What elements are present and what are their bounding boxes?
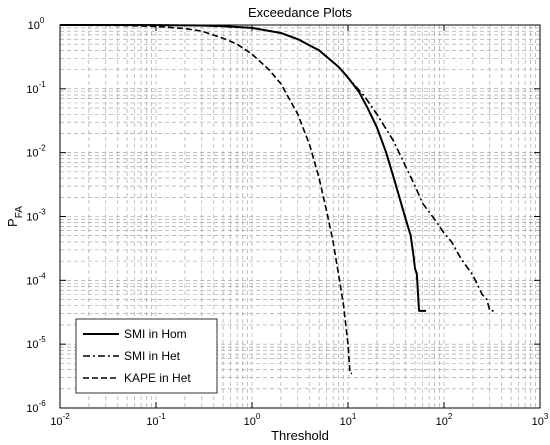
x-axis-label: Threshold [271, 428, 329, 443]
y-tick-label: 10-4 [26, 271, 46, 287]
x-tick-label: 103 [532, 412, 549, 428]
x-tick-label: 102 [436, 412, 453, 428]
y-tick-label: 100 [28, 16, 45, 32]
y-tick-label: 10-6 [26, 399, 46, 415]
axis-ticks: 10-2 10-1 100 101 102 103 100 10-1 10-2 10-3 10-4 1… [26, 16, 549, 428]
y-tick-label: 10-2 [26, 144, 46, 160]
y-axis-label: PFA [5, 206, 25, 227]
chart-title: Exceedance Plots [248, 5, 353, 20]
series-group [59, 24, 497, 375]
y-tick-label: 10-5 [26, 335, 46, 351]
legend-label-smi-hom: SMI in Hom [124, 327, 187, 341]
x-tick-label: 10-1 [146, 412, 166, 428]
series-line-0 [59, 24, 427, 312]
legend: SMI in Hom SMI in Het KAPE in Het [75, 318, 218, 394]
series-line-1 [59, 24, 497, 312]
series-line-2 [59, 24, 352, 375]
legend-label-kape-het: KAPE in Het [124, 371, 191, 385]
x-tick-label: 100 [244, 412, 261, 428]
y-tick-label: 10-3 [26, 208, 46, 224]
legend-label-smi-het: SMI in Het [124, 349, 181, 363]
y-axis-label-sub: FA [14, 206, 25, 219]
x-tick-label: 101 [340, 412, 357, 428]
y-axis-label-main: P [5, 218, 20, 227]
y-tick-label: 10-1 [26, 80, 46, 96]
x-tick-label: 10-2 [50, 412, 70, 428]
